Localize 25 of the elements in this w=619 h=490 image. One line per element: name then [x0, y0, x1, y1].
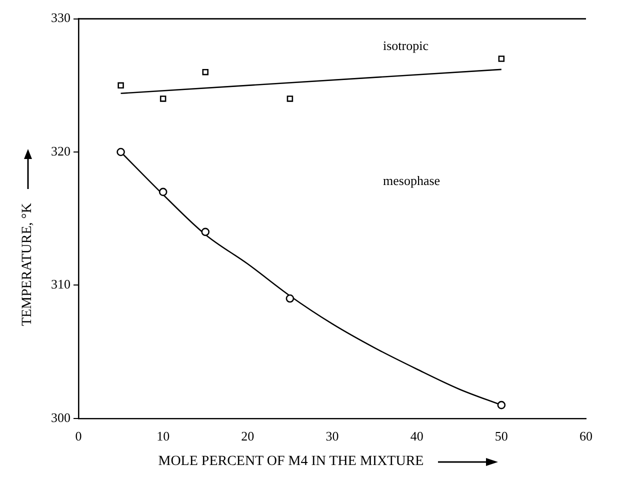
x-tick-label: 60 — [580, 428, 592, 444]
x-tick-label: 30 — [326, 428, 339, 444]
annotation: mesophase — [383, 173, 440, 189]
x-axis-title: MOLE PERCENT OF M4 IN THE MIXTURE — [158, 454, 424, 470]
x-tick-label: 20 — [241, 428, 254, 444]
x-tick-label: 40 — [410, 428, 424, 444]
y-axis-title: TEMPERATURE, °K — [20, 203, 36, 327]
y-tick-label: 330 — [51, 10, 70, 26]
x-tick-label: 50 — [494, 428, 508, 444]
point — [497, 400, 506, 410]
annotation: isotropic — [383, 38, 428, 54]
x-tick-label: 0 — [75, 428, 82, 444]
point — [116, 148, 125, 156]
point — [160, 96, 166, 102]
y-tick-label: 320 — [51, 143, 70, 158]
point — [286, 96, 294, 102]
point — [498, 56, 505, 62]
point — [202, 68, 208, 76]
point — [201, 228, 210, 236]
y-tick-label: 300 — [51, 410, 70, 425]
x-tick-label: 10 — [156, 428, 170, 444]
point — [158, 188, 168, 196]
point — [286, 294, 294, 303]
point — [118, 82, 124, 89]
y-tick-label: 310 — [51, 276, 70, 292]
